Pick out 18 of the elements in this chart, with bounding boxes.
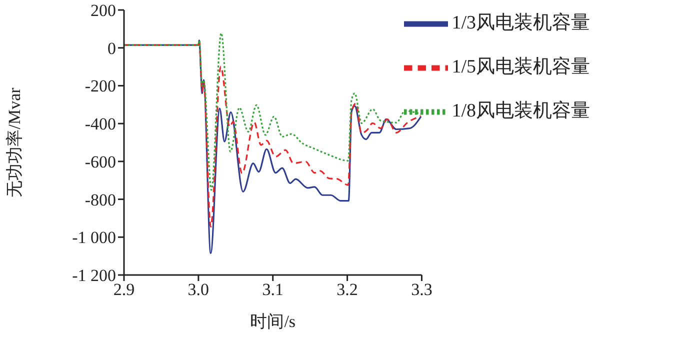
y-tick-label: -400	[84, 114, 116, 134]
y-tick-label: -200	[84, 76, 116, 96]
y-axis-title: 无功功率/Mvar	[5, 87, 24, 198]
x-tick-label: 3.3	[411, 280, 432, 300]
legend-label: 1/3风电装机容量	[452, 12, 590, 34]
x-axis-title: 时间/s	[250, 312, 296, 331]
y-tick-label: -1 200	[72, 266, 116, 286]
x-tick-label: 3.0	[188, 280, 210, 300]
x-tick-label: 3.1	[262, 280, 284, 300]
y-tick-label: 200	[90, 1, 116, 20]
y-tick-label: -800	[84, 190, 116, 210]
y-tick-label: 0	[108, 38, 116, 58]
legend-label: 1/8风电装机容量	[452, 100, 590, 122]
legend-label: 1/5风电装机容量	[452, 56, 590, 78]
x-tick-label: 3.2	[336, 280, 358, 300]
x-tick-label: 2.9	[113, 280, 135, 300]
y-tick-label: -600	[84, 152, 116, 172]
y-tick-label: -1 000	[72, 228, 116, 248]
